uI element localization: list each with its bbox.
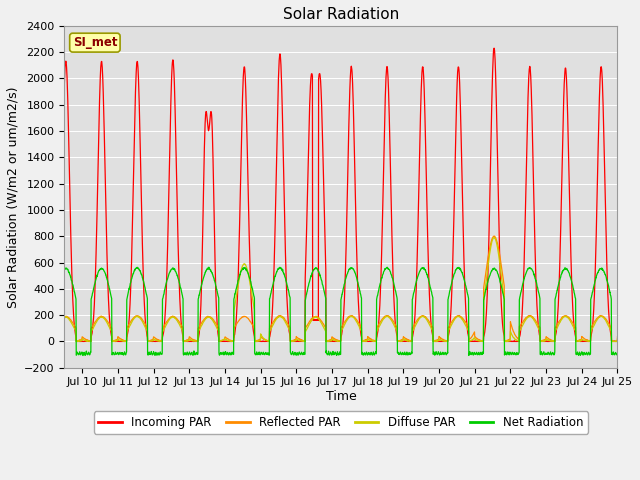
Net Radiation <box>571 293 579 299</box>
Reflected PAR <box>61 314 68 320</box>
Net Radiation <box>287 350 294 356</box>
Incoming PAR <box>72 338 80 344</box>
Diffuse PAR <box>614 336 621 342</box>
Net Radiation <box>158 350 166 356</box>
Incoming PAR <box>158 338 166 344</box>
Net Radiation <box>79 353 87 359</box>
Reflected PAR <box>571 323 579 329</box>
Net Radiation <box>205 264 212 270</box>
Diffuse PAR <box>72 338 80 344</box>
Legend: Incoming PAR, Reflected PAR, Diffuse PAR, Net Radiation: Incoming PAR, Reflected PAR, Diffuse PAR… <box>93 411 588 433</box>
Line: Reflected PAR: Reflected PAR <box>65 236 618 341</box>
Reflected PAR <box>271 316 279 322</box>
Net Radiation <box>614 349 621 355</box>
Reflected PAR <box>614 334 621 339</box>
Net Radiation <box>146 351 154 357</box>
Diffuse PAR <box>287 338 294 344</box>
Diffuse PAR <box>490 235 498 240</box>
Diffuse PAR <box>158 338 166 344</box>
Title: Solar Radiation: Solar Radiation <box>283 7 399 22</box>
Incoming PAR <box>614 338 621 344</box>
Net Radiation <box>525 265 533 271</box>
Y-axis label: Solar Radiation (W/m2 or um/m2/s): Solar Radiation (W/m2 or um/m2/s) <box>7 86 20 308</box>
Reflected PAR <box>490 233 498 239</box>
Incoming PAR <box>490 45 498 51</box>
X-axis label: Time: Time <box>326 390 356 403</box>
Reflected PAR <box>146 337 154 343</box>
Diffuse PAR <box>272 317 280 323</box>
Reflected PAR <box>286 325 294 331</box>
Incoming PAR <box>525 70 533 76</box>
Reflected PAR <box>608 338 616 344</box>
Diffuse PAR <box>146 338 154 344</box>
Incoming PAR <box>146 338 154 344</box>
Diffuse PAR <box>571 327 579 333</box>
Net Radiation <box>61 266 68 272</box>
Net Radiation <box>272 271 280 276</box>
Diffuse PAR <box>525 314 533 320</box>
Incoming PAR <box>61 81 68 87</box>
Reflected PAR <box>158 338 166 344</box>
Incoming PAR <box>287 338 294 344</box>
Text: SI_met: SI_met <box>72 36 117 49</box>
Diffuse PAR <box>61 314 68 320</box>
Incoming PAR <box>272 196 280 202</box>
Reflected PAR <box>525 313 532 319</box>
Line: Diffuse PAR: Diffuse PAR <box>65 238 618 341</box>
Line: Net Radiation: Net Radiation <box>65 267 618 356</box>
Line: Incoming PAR: Incoming PAR <box>65 48 618 341</box>
Incoming PAR <box>571 329 579 335</box>
